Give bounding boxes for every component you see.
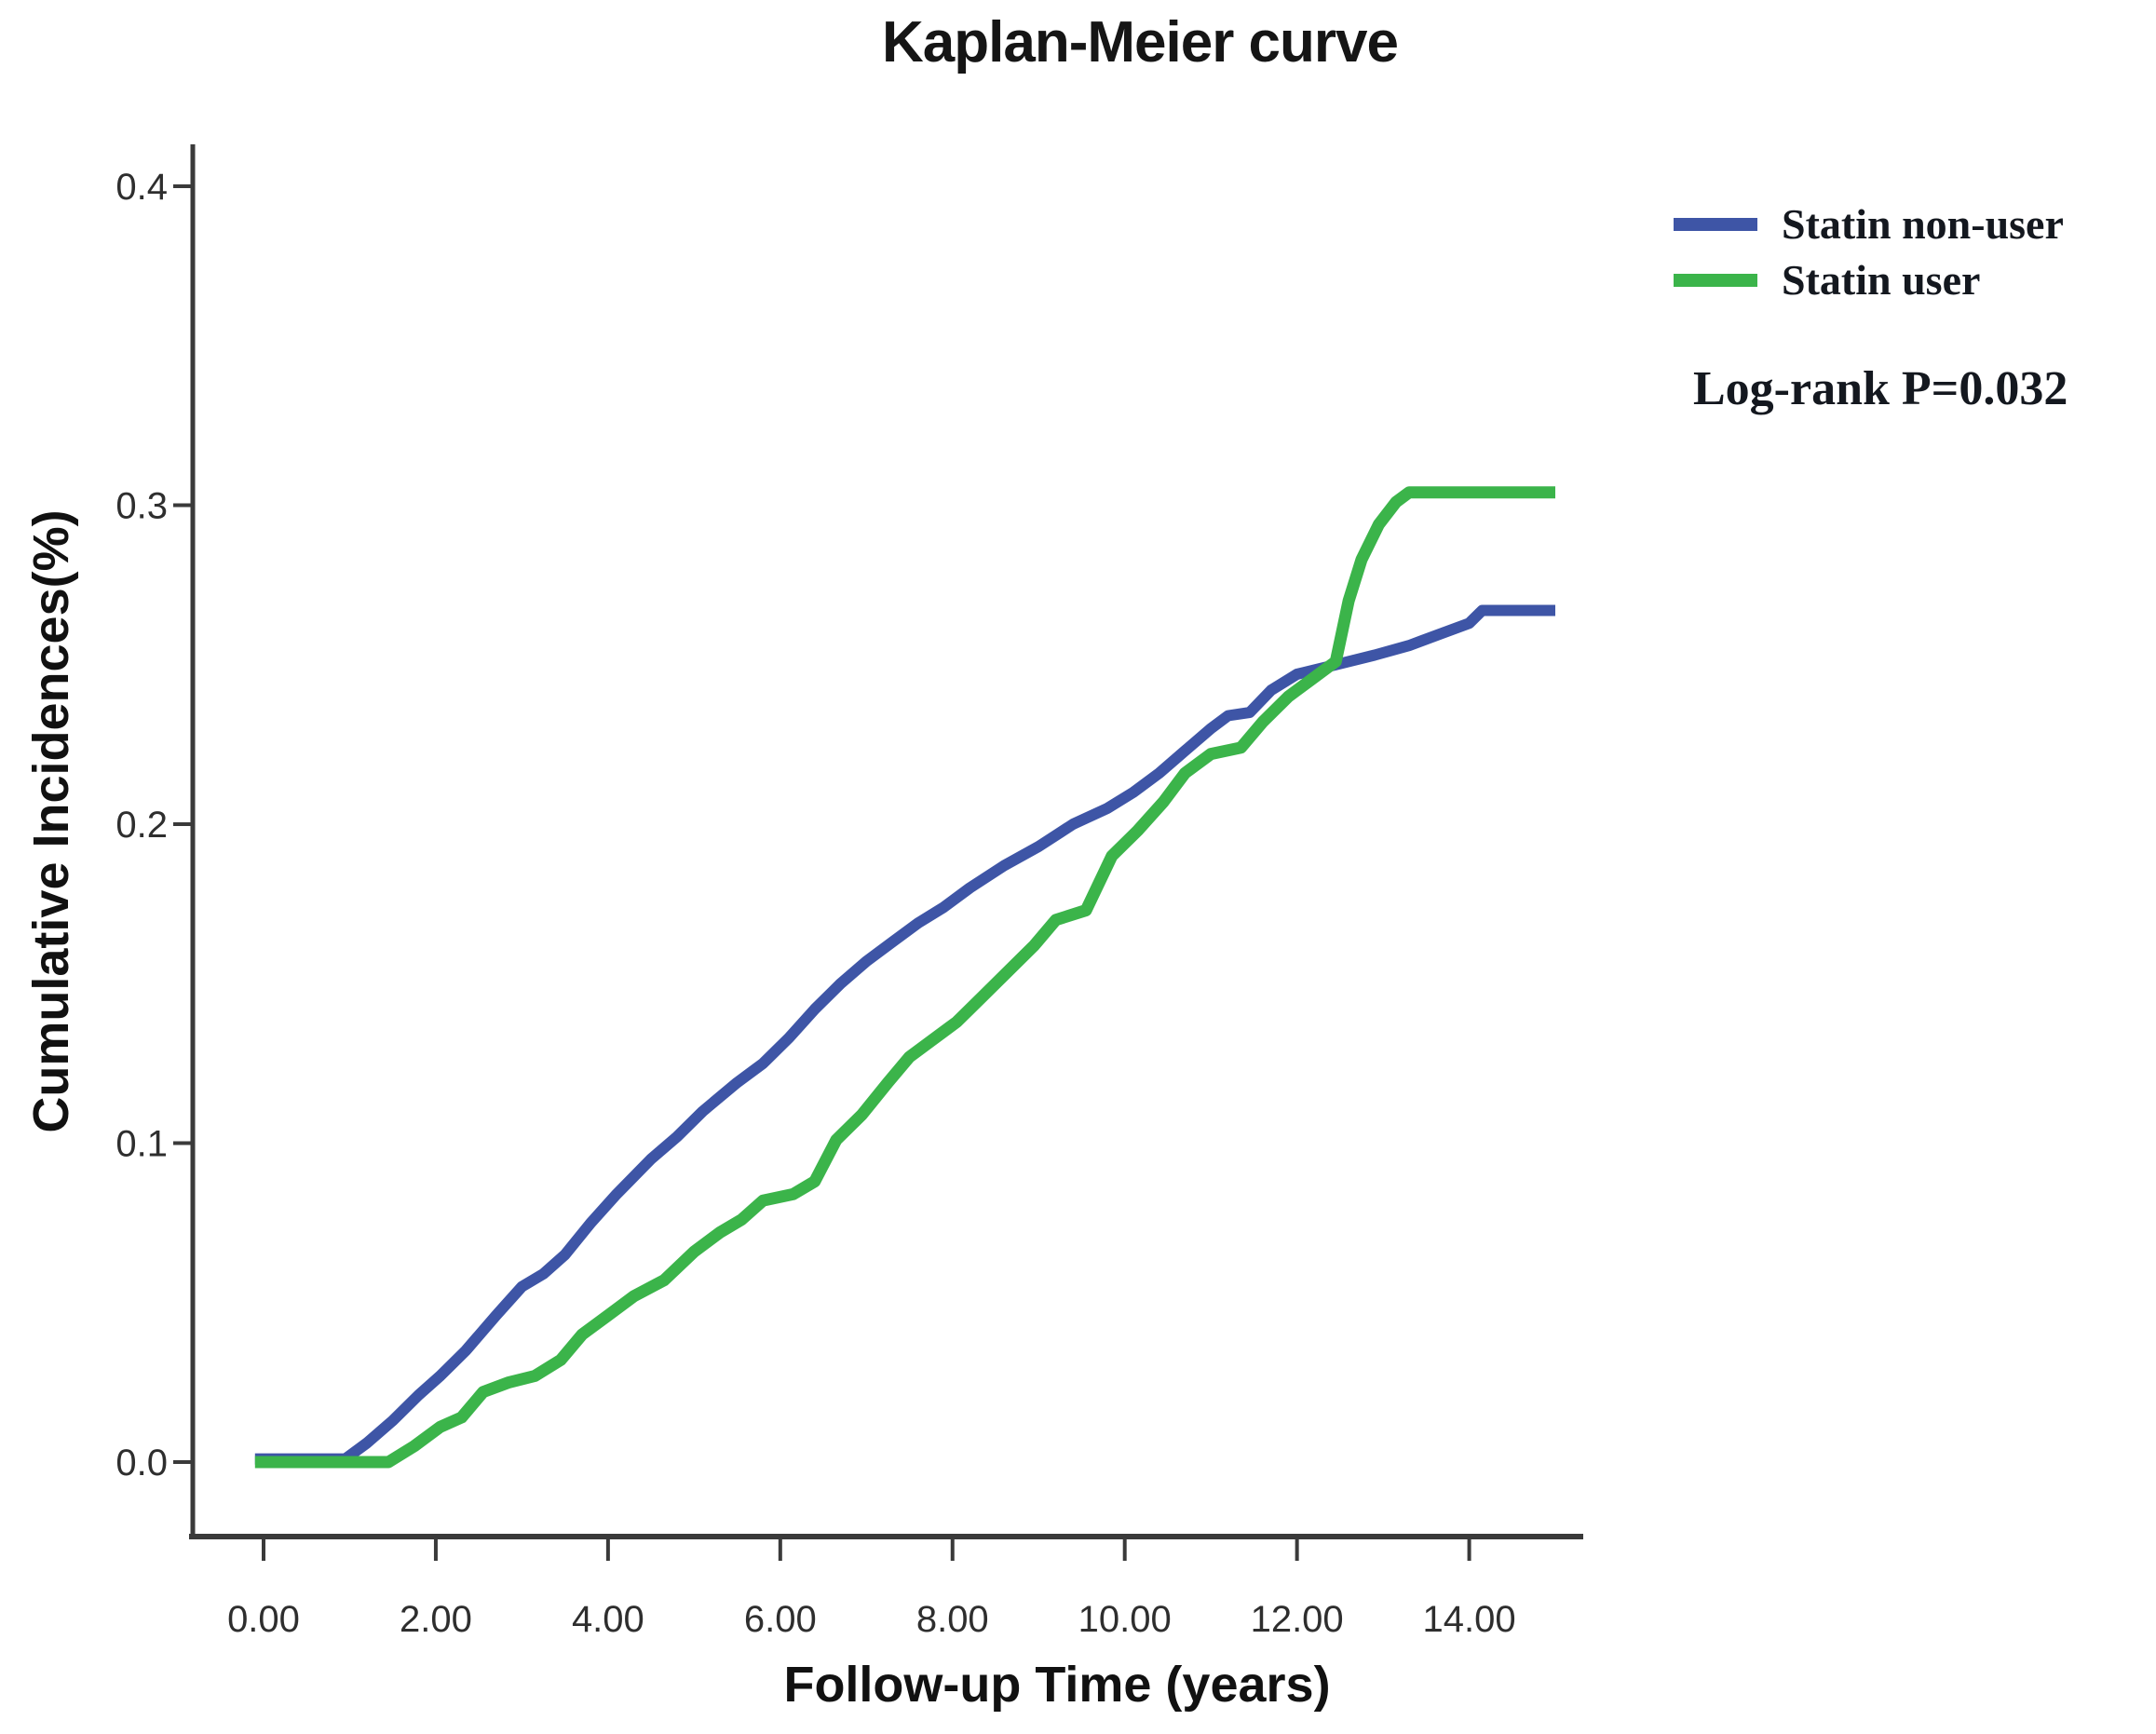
legend-swatch-statin-user-icon: [1674, 273, 1757, 287]
x-tick-label: 10.00: [1078, 1599, 1172, 1640]
logrank-p-value: Log-rank P=0.032: [1693, 362, 2068, 415]
legend-label-statin-non-user: Statin non-user: [1782, 200, 2064, 248]
x-tick-label: 14.00: [1423, 1599, 1516, 1640]
x-tick-label: 12.00: [1251, 1599, 1344, 1640]
x-tick-label: 6.00: [744, 1599, 817, 1640]
x-axis-title: Follow-up Time (years): [783, 1657, 1331, 1713]
km-curve-statin-non-user: [254, 604, 1555, 1465]
y-tick-label: 0.3: [115, 486, 168, 527]
y-tick-label: 0.1: [115, 1124, 168, 1165]
legend-swatch-statin-non-user-icon: [1674, 217, 1757, 231]
y-tick-label: 0.2: [115, 805, 168, 846]
legend-item-statin-user: Statin user: [1674, 255, 1980, 305]
y-tick-label: 0.0: [115, 1443, 168, 1483]
y-tick-label: 0.4: [115, 167, 168, 208]
x-tick-label: 8.00: [916, 1599, 989, 1640]
x-tick-label: 4.00: [572, 1599, 644, 1640]
legend-item-statin-non-user: Statin non-user: [1674, 199, 2064, 249]
x-tick-label: 0.00: [227, 1599, 300, 1640]
x-tick-label: 2.00: [400, 1599, 472, 1640]
chart-title: Kaplan-Meier curve: [882, 10, 1399, 75]
y-axis-title: Cumulative Incidences(%): [23, 509, 79, 1133]
km-curve-statin-user: [254, 486, 1555, 1469]
legend-label-statin-user: Statin user: [1782, 256, 1981, 304]
